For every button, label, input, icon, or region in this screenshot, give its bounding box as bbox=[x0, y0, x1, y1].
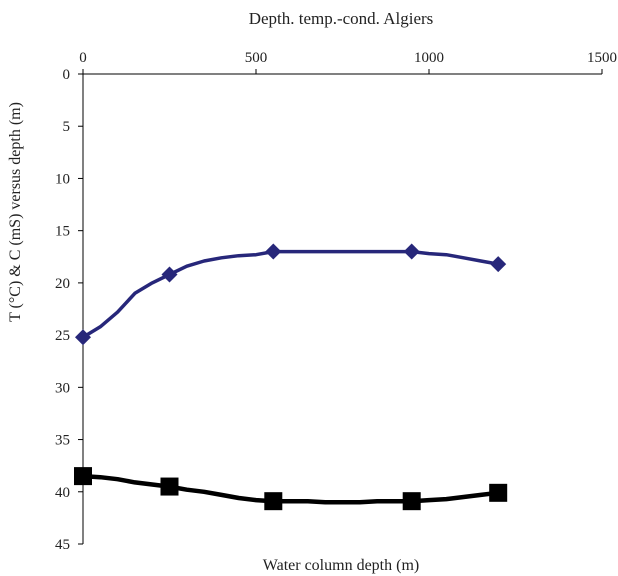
y-tick-label: 5 bbox=[63, 119, 71, 135]
x-axis-label: Water column depth (m) bbox=[263, 557, 419, 574]
square-marker bbox=[489, 483, 508, 502]
diamond-marker bbox=[403, 243, 420, 260]
y-tick-label: 45 bbox=[55, 537, 70, 553]
y-tick-label: 40 bbox=[55, 485, 70, 501]
diamond-marker bbox=[161, 266, 178, 283]
y-axis-label: T (°C) & C (mS) versus depth (m) bbox=[7, 102, 24, 322]
y-tick-label: 10 bbox=[55, 171, 70, 187]
series-2-line bbox=[80, 473, 501, 505]
axes: 0 500 1000 1500 0 5 10 15 20 25 30 35 40 45 bbox=[55, 50, 617, 553]
series-2 bbox=[74, 467, 508, 511]
y-tick-label: 0 bbox=[63, 67, 71, 83]
y-tick-label: 20 bbox=[55, 276, 70, 292]
diamond-marker bbox=[265, 243, 282, 260]
y-tick-label: 15 bbox=[55, 224, 70, 240]
diamond-marker bbox=[490, 256, 507, 273]
diamond-marker bbox=[75, 329, 91, 346]
series-1 bbox=[75, 243, 507, 346]
x-tick-label: 1500 bbox=[587, 50, 617, 66]
y-tick-label: 30 bbox=[55, 380, 70, 396]
series-1-line bbox=[81, 249, 500, 339]
y-tick-label: 25 bbox=[55, 328, 70, 344]
x-tick-label: 500 bbox=[245, 50, 268, 66]
x-tick-label: 1000 bbox=[414, 50, 444, 66]
square-marker bbox=[74, 467, 92, 486]
square-marker bbox=[402, 492, 421, 511]
series-layer bbox=[74, 243, 508, 511]
square-marker bbox=[160, 477, 179, 496]
x-tick-label: 0 bbox=[79, 50, 87, 66]
chart-title: Depth. temp.-cond. Algiers bbox=[249, 9, 434, 28]
square-marker bbox=[264, 492, 283, 511]
y-tick-label: 35 bbox=[55, 433, 70, 449]
